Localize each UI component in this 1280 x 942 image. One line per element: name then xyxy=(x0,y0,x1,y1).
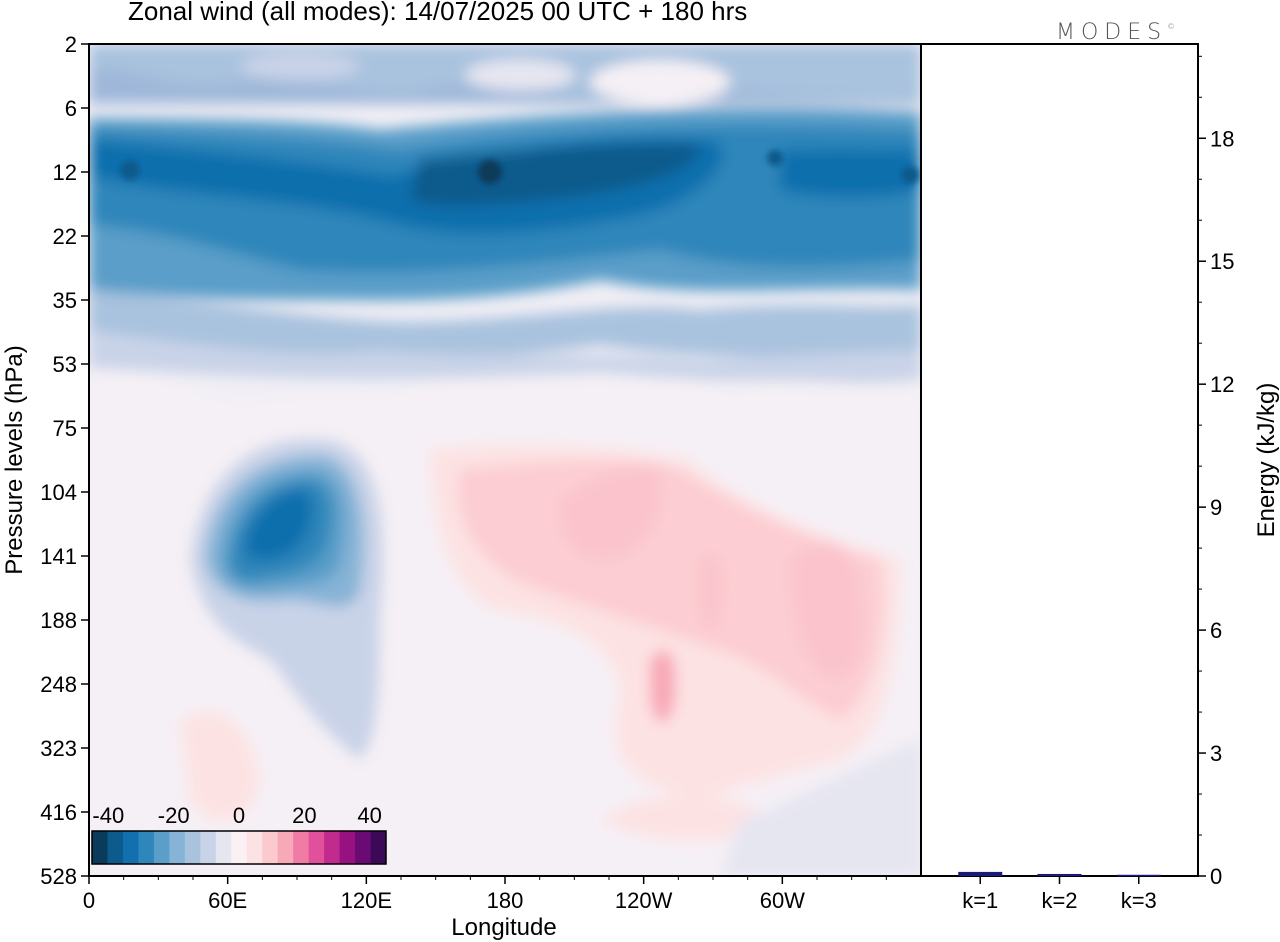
energy-tick-label: 15 xyxy=(1210,249,1234,274)
colorbar-tick-label: 20 xyxy=(292,803,316,828)
chart-title: Zonal wind (all modes): 14/07/2025 00 UT… xyxy=(128,0,748,26)
logo-text: MODES xyxy=(1056,20,1168,45)
colorbar: -40 -20 0 20 40 xyxy=(91,803,387,865)
energy-tick-label: 3 xyxy=(1210,741,1222,766)
colorbar-tick-label: -20 xyxy=(158,803,190,828)
modes-logo: MODES© xyxy=(1056,20,1176,45)
energy-bar xyxy=(1116,874,1161,877)
y-tick-label: 104 xyxy=(40,480,77,505)
colorbar-swatch xyxy=(169,831,186,864)
colorbar-frame xyxy=(91,830,387,865)
energy-bar xyxy=(958,871,1003,876)
y-tick-label: 6 xyxy=(65,96,77,121)
x-tick-label: 60W xyxy=(760,888,805,913)
colorbar-swatch xyxy=(153,831,170,864)
energy-axis-ticks: 0 3 6 9 12 15 18 xyxy=(1198,55,1234,889)
colorbar-swatch xyxy=(200,831,217,864)
x-tick-label: 120W xyxy=(615,888,673,913)
energy-category-label: k=1 xyxy=(962,888,998,913)
energy-frame xyxy=(920,43,1199,877)
colorbar-swatch xyxy=(138,831,155,864)
energy-tick-label: 9 xyxy=(1210,495,1222,520)
x-tick-label: 0 xyxy=(83,888,95,913)
energy-tick-label: 6 xyxy=(1210,618,1222,643)
y-tick-label: 528 xyxy=(40,864,77,889)
colorbar-tick-label: -40 xyxy=(92,803,124,828)
energy-bars: k=1 k=2 k=3 xyxy=(958,871,1161,913)
x-tick-label: 60E xyxy=(208,888,247,913)
colorbar-swatch xyxy=(107,831,124,864)
y-tick-label: 2 xyxy=(65,32,77,57)
energy-axis-title: Energy (kJ/kg) xyxy=(1253,383,1280,538)
y-tick-label: 75 xyxy=(53,416,77,441)
colorbar-swatch xyxy=(277,831,294,864)
x-axis-title: Longitude xyxy=(451,914,556,941)
energy-category-label: k=3 xyxy=(1121,888,1157,913)
x-tick-label: 180 xyxy=(487,888,524,913)
y-tick-label: 248 xyxy=(40,672,77,697)
colorbar-tick-label: 40 xyxy=(357,803,381,828)
energy-bar xyxy=(1037,873,1082,876)
y-tick-label: 22 xyxy=(53,224,77,249)
colorbar-swatch xyxy=(246,831,263,864)
y-tick-label: 12 xyxy=(53,160,77,185)
colorbar-swatch xyxy=(231,831,248,864)
colorbar-swatch xyxy=(339,831,356,864)
colorbar-swatch xyxy=(324,831,341,864)
colorbar-swatch xyxy=(184,831,201,864)
colorbar-swatch xyxy=(355,831,372,864)
energy-category-label: k=2 xyxy=(1041,888,1077,913)
energy-tick-label: 0 xyxy=(1210,864,1222,889)
colorbar-swatch xyxy=(92,831,108,864)
energy-tick-label: 18 xyxy=(1210,126,1234,151)
x-tick-label: 120E xyxy=(341,888,392,913)
y-tick-label: 188 xyxy=(40,608,77,633)
y-axis-title: Pressure levels (hPa) xyxy=(1,345,28,574)
colorbar-swatch xyxy=(122,831,139,864)
colorbar-swatch xyxy=(370,831,387,864)
colorbar-swatch xyxy=(293,831,310,864)
colorbar-swatch xyxy=(215,831,232,864)
y-tick-label: 53 xyxy=(53,352,77,377)
energy-tick-label: 12 xyxy=(1210,372,1234,397)
y-tick-label: 35 xyxy=(53,288,77,313)
y-tick-label: 141 xyxy=(40,544,77,569)
colorbar-tick-label: 0 xyxy=(233,803,245,828)
y-axis-ticks: 2 6 12 22 35 53 75 104 141 188 248 323 416 528 xyxy=(40,32,89,889)
heatmap xyxy=(89,44,921,876)
colorbar-swatch xyxy=(262,831,279,864)
y-tick-label: 416 xyxy=(40,800,77,825)
colorbar-swatch xyxy=(308,831,325,864)
y-tick-label: 323 xyxy=(40,736,77,761)
x-axis-ticks: 0 60E 120E 180 120W 60W xyxy=(83,876,887,913)
